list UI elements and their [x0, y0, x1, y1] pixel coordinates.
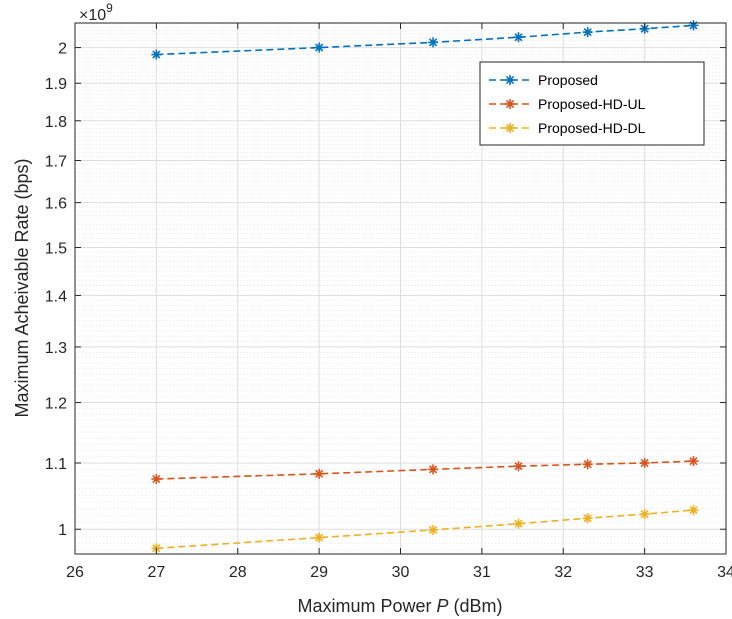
data-point-marker [582, 459, 593, 470]
marker-stroke [640, 458, 649, 468]
data-point-marker [505, 99, 515, 109]
y-tick-label: 1.4 [45, 288, 67, 305]
x-tick-label: 28 [229, 564, 247, 581]
legend-entry: Proposed-HD-UL [489, 96, 646, 112]
series-line [156, 24, 694, 56]
series-proposed [151, 20, 699, 60]
x-tick-label: 32 [554, 564, 572, 581]
series-line [156, 460, 694, 480]
x-axis-label: Maximum Power P (dBm) [297, 596, 502, 616]
marker-stroke [583, 514, 592, 523]
data-point-marker [428, 37, 439, 48]
marker-stroke [689, 457, 698, 466]
x-tick-label: 30 [392, 564, 410, 581]
y-multiplier: ×109 [79, 1, 113, 24]
y-tick-label: 1.2 [45, 396, 67, 413]
data-point-marker [151, 49, 162, 60]
marker-stroke [315, 43, 324, 52]
data-point-marker [688, 20, 699, 31]
legend-label: Proposed [538, 72, 598, 88]
y-tick-label: 1.6 [45, 196, 67, 213]
y-multiplier-exponent: 9 [106, 1, 113, 15]
y-tick-label: 1.3 [45, 340, 67, 357]
data-point-marker [639, 458, 650, 469]
y-axis-label: Maximum Acheivable Rate (bps) [12, 158, 32, 417]
data-point-marker [513, 461, 524, 472]
legend: Proposed Proposed-HD-UL Proposed-HD-DL [479, 61, 705, 146]
x-axis-label-variable: P [437, 596, 449, 616]
marker-stroke [152, 474, 161, 484]
y-axis-ticks: 1 1.1 1.2 1.3 1.4 1.5 1.6 1.7 1.8 1.9 2 [45, 41, 726, 539]
data-point-marker [513, 518, 524, 529]
marker-stroke [583, 460, 592, 469]
x-tick-label: 26 [66, 564, 84, 581]
data-point-marker [639, 509, 650, 520]
x-tick-label: 31 [473, 564, 491, 581]
y-multiplier-base: ×10 [79, 7, 106, 24]
legend-entries: Proposed Proposed-HD-UL Proposed-HD-DL [489, 72, 646, 136]
y-tick-label: 1.9 [45, 76, 67, 93]
marker-stroke [152, 50, 161, 59]
legend-label: Proposed-HD-UL [538, 96, 646, 112]
data-point-marker [505, 123, 515, 133]
y-tick-label: 1.5 [45, 240, 67, 257]
marker-stroke [428, 525, 438, 535]
data-point-marker [582, 513, 593, 524]
legend-entry: Proposed [489, 72, 598, 88]
marker-stroke [514, 462, 523, 471]
data-point-marker [314, 468, 325, 479]
data-point-marker [688, 456, 699, 467]
y-tick-label: 2 [58, 41, 67, 58]
x-tick-label: 27 [147, 564, 165, 581]
x-axis-label-suffix: (dBm) [449, 596, 503, 616]
legend-entry: Proposed-HD-DL [489, 120, 646, 136]
marker-stroke [583, 28, 592, 37]
marker-stroke [315, 533, 324, 542]
data-point-marker [688, 505, 699, 516]
data-point-marker [513, 32, 524, 43]
data-point-marker [314, 532, 325, 543]
marker-stroke [514, 33, 523, 42]
marker-stroke [514, 519, 523, 528]
y-tick-label: 1 [58, 522, 67, 539]
marker-stroke [689, 505, 698, 515]
x-tick-label: 33 [636, 564, 654, 581]
data-point-marker [314, 42, 325, 53]
marker-stroke [428, 38, 438, 47]
marker-stroke [640, 510, 649, 519]
data-point-marker [428, 464, 439, 475]
marker-stroke [505, 99, 515, 109]
y-tick-label: 1.7 [45, 154, 67, 171]
x-axis-label-prefix: Maximum Power [297, 596, 436, 616]
series-proposed-hd-ul [151, 456, 699, 484]
legend-label: Proposed-HD-DL [538, 120, 646, 136]
data-point-marker [582, 27, 593, 38]
x-tick-label: 29 [310, 564, 328, 581]
y-tick-label: 1.1 [45, 456, 67, 473]
marker-stroke [505, 123, 515, 133]
data-point-marker [151, 473, 162, 484]
marker-stroke [315, 469, 324, 478]
data-point-marker [505, 75, 515, 85]
marker-stroke [428, 465, 438, 474]
data-point-marker [428, 524, 439, 535]
x-tick-label: 34 [717, 564, 732, 581]
marker-stroke [505, 75, 515, 85]
y-tick-label: 1.8 [45, 114, 67, 131]
x-axis-ticks: 26 27 28 29 30 31 32 33 34 [66, 23, 732, 581]
